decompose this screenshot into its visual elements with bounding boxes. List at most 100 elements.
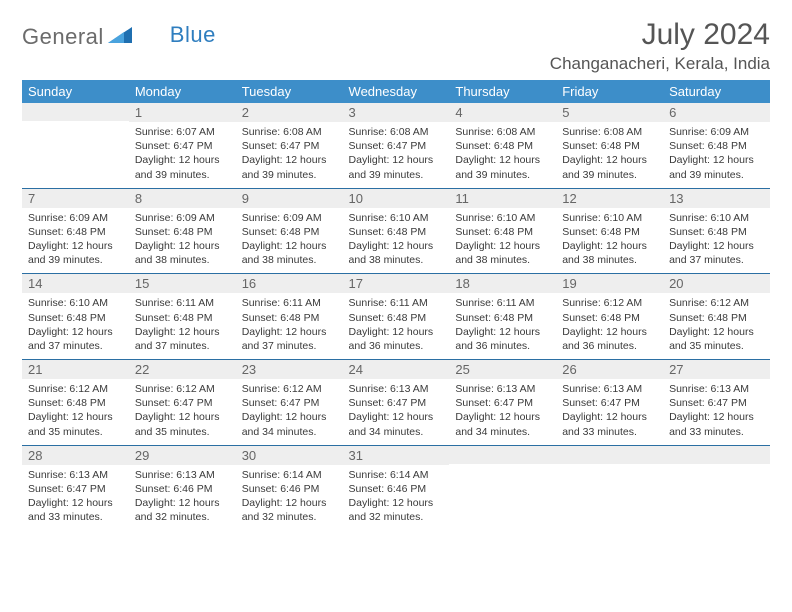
calendar-cell: 2Sunrise: 6:08 AMSunset: 6:47 PMDaylight… [236, 103, 343, 188]
day-detail-line: Daylight: 12 hours and 37 minutes. [135, 325, 230, 353]
day-detail-line: Daylight: 12 hours and 37 minutes. [242, 325, 337, 353]
day-detail-line: Sunrise: 6:13 AM [455, 382, 550, 396]
day-details: Sunrise: 6:13 AMSunset: 6:47 PMDaylight:… [449, 379, 556, 445]
day-detail-line: Sunrise: 6:14 AM [242, 468, 337, 482]
day-detail-line: Sunrise: 6:12 AM [135, 382, 230, 396]
day-detail-line: Sunrise: 6:11 AM [455, 296, 550, 310]
header: General Blue July 2024 Changanacheri, Ke… [22, 18, 770, 74]
day-detail-line: Sunrise: 6:13 AM [28, 468, 123, 482]
calendar-cell: 10Sunrise: 6:10 AMSunset: 6:48 PMDayligh… [343, 188, 450, 274]
day-detail-line: Sunset: 6:46 PM [135, 482, 230, 496]
day-number: 13 [663, 189, 770, 208]
day-detail-line: Sunset: 6:47 PM [242, 139, 337, 153]
calendar-cell [449, 445, 556, 530]
day-details: Sunrise: 6:10 AMSunset: 6:48 PMDaylight:… [663, 208, 770, 274]
day-detail-line: Daylight: 12 hours and 36 minutes. [455, 325, 550, 353]
day-detail-line: Sunrise: 6:10 AM [28, 296, 123, 310]
day-detail-line: Daylight: 12 hours and 39 minutes. [242, 153, 337, 181]
calendar-week-row: 7Sunrise: 6:09 AMSunset: 6:48 PMDaylight… [22, 188, 770, 274]
calendar-cell: 6Sunrise: 6:09 AMSunset: 6:48 PMDaylight… [663, 103, 770, 188]
day-details: Sunrise: 6:09 AMSunset: 6:48 PMDaylight:… [236, 208, 343, 274]
day-number: 30 [236, 446, 343, 465]
logo-text-general: General [22, 24, 104, 50]
day-detail-line: Sunrise: 6:12 AM [242, 382, 337, 396]
day-detail-line: Sunset: 6:48 PM [242, 225, 337, 239]
day-detail-line: Daylight: 12 hours and 32 minutes. [349, 496, 444, 524]
day-detail-line: Daylight: 12 hours and 36 minutes. [349, 325, 444, 353]
day-detail-line: Daylight: 12 hours and 35 minutes. [135, 410, 230, 438]
calendar-table: SundayMondayTuesdayWednesdayThursdayFrid… [22, 80, 770, 530]
logo-text-blue: Blue [170, 22, 216, 48]
day-details: Sunrise: 6:08 AMSunset: 6:47 PMDaylight:… [343, 122, 450, 188]
day-detail-line: Sunset: 6:47 PM [28, 482, 123, 496]
day-detail-line: Sunrise: 6:07 AM [135, 125, 230, 139]
calendar-cell: 1 Sunrise: 6:07 AMSunset: 6:47 PMDaylight… [129, 103, 236, 188]
day-detail-line: Sunset: 6:48 PM [28, 396, 123, 410]
day-detail-line: Sunset: 6:48 PM [562, 225, 657, 239]
calendar-cell: 30Sunrise: 6:14 AMSunset: 6:46 PMDayligh… [236, 445, 343, 530]
calendar-cell: 14Sunrise: 6:10 AMSunset: 6:48 PMDayligh… [22, 274, 129, 360]
day-details: Sunrise: 6:09 AMSunset: 6:48 PMDaylight:… [22, 208, 129, 274]
day-detail-line: Sunset: 6:48 PM [562, 311, 657, 325]
day-header: Tuesday [236, 80, 343, 103]
day-detail-line: Daylight: 12 hours and 34 minutes. [242, 410, 337, 438]
calendar-cell: 21Sunrise: 6:12 AMSunset: 6:48 PMDayligh… [22, 360, 129, 446]
day-detail-line: Sunrise: 6:11 AM [242, 296, 337, 310]
day-number: 4 [449, 103, 556, 122]
calendar-cell: 5Sunrise: 6:08 AMSunset: 6:48 PMDaylight… [556, 103, 663, 188]
day-detail-line: Sunset: 6:48 PM [455, 225, 550, 239]
day-detail-line: Daylight: 12 hours and 39 minutes. [349, 153, 444, 181]
day-detail-line: Sunrise: 6:12 AM [28, 382, 123, 396]
day-details: Sunrise: 6:10 AMSunset: 6:48 PMDaylight:… [343, 208, 450, 274]
day-detail-line: Sunset: 6:46 PM [242, 482, 337, 496]
day-detail-line: Daylight: 12 hours and 39 minutes. [135, 153, 230, 181]
day-number: 8 [129, 189, 236, 208]
day-detail-line: Sunset: 6:47 PM [562, 396, 657, 410]
day-number: 29 [129, 446, 236, 465]
day-detail-line: Sunrise: 6:09 AM [242, 211, 337, 225]
day-detail-line: Sunset: 6:48 PM [669, 311, 764, 325]
day-details: Sunrise: 6:08 AMSunset: 6:48 PMDaylight:… [449, 122, 556, 188]
day-detail-line: Sunset: 6:48 PM [669, 225, 764, 239]
calendar-cell: 3Sunrise: 6:08 AMSunset: 6:47 PMDaylight… [343, 103, 450, 188]
day-details: Sunrise: 6:12 AMSunset: 6:48 PMDaylight:… [556, 293, 663, 359]
day-details [556, 464, 663, 520]
day-detail-line: Daylight: 12 hours and 38 minutes. [349, 239, 444, 267]
title-block: July 2024 Changanacheri, Kerala, India [550, 18, 770, 74]
day-detail-line: Daylight: 12 hours and 37 minutes. [28, 325, 123, 353]
day-detail-line: Sunset: 6:48 PM [242, 311, 337, 325]
day-details [663, 464, 770, 520]
day-detail-line: Sunset: 6:47 PM [135, 396, 230, 410]
day-detail-line: Sunset: 6:47 PM [135, 139, 230, 153]
month-title: July 2024 [550, 18, 770, 52]
day-number: 1 [129, 103, 236, 122]
day-number: 15 [129, 274, 236, 293]
calendar-cell: 29Sunrise: 6:13 AMSunset: 6:46 PMDayligh… [129, 445, 236, 530]
day-number [663, 446, 770, 464]
day-detail-line: Daylight: 12 hours and 34 minutes. [349, 410, 444, 438]
day-details: Sunrise: 6:10 AMSunset: 6:48 PMDaylight:… [556, 208, 663, 274]
day-details: Sunrise: 6:12 AMSunset: 6:48 PMDaylight:… [663, 293, 770, 359]
day-number: 11 [449, 189, 556, 208]
day-detail-line: Sunrise: 6:09 AM [135, 211, 230, 225]
calendar-cell: 28Sunrise: 6:13 AMSunset: 6:47 PMDayligh… [22, 445, 129, 530]
day-number: 31 [343, 446, 450, 465]
day-number: 26 [556, 360, 663, 379]
day-detail-line: Sunrise: 6:08 AM [349, 125, 444, 139]
day-detail-line: Sunrise: 6:10 AM [455, 211, 550, 225]
day-detail-line: Sunset: 6:48 PM [455, 139, 550, 153]
day-detail-line: Sunset: 6:48 PM [28, 311, 123, 325]
day-detail-line: Sunrise: 6:14 AM [349, 468, 444, 482]
calendar-cell: 7Sunrise: 6:09 AMSunset: 6:48 PMDaylight… [22, 188, 129, 274]
day-detail-line: Sunrise: 6:10 AM [349, 211, 444, 225]
day-number: 27 [663, 360, 770, 379]
day-detail-line: Sunset: 6:48 PM [455, 311, 550, 325]
day-detail-line: Sunset: 6:47 PM [455, 396, 550, 410]
day-detail-line: Sunset: 6:48 PM [669, 139, 764, 153]
day-detail-line: Daylight: 12 hours and 39 minutes. [455, 153, 550, 181]
day-detail-line: Daylight: 12 hours and 38 minutes. [242, 239, 337, 267]
calendar-cell [663, 445, 770, 530]
day-number: 20 [663, 274, 770, 293]
day-detail-line: Sunrise: 6:09 AM [669, 125, 764, 139]
calendar-cell: 4Sunrise: 6:08 AMSunset: 6:48 PMDaylight… [449, 103, 556, 188]
